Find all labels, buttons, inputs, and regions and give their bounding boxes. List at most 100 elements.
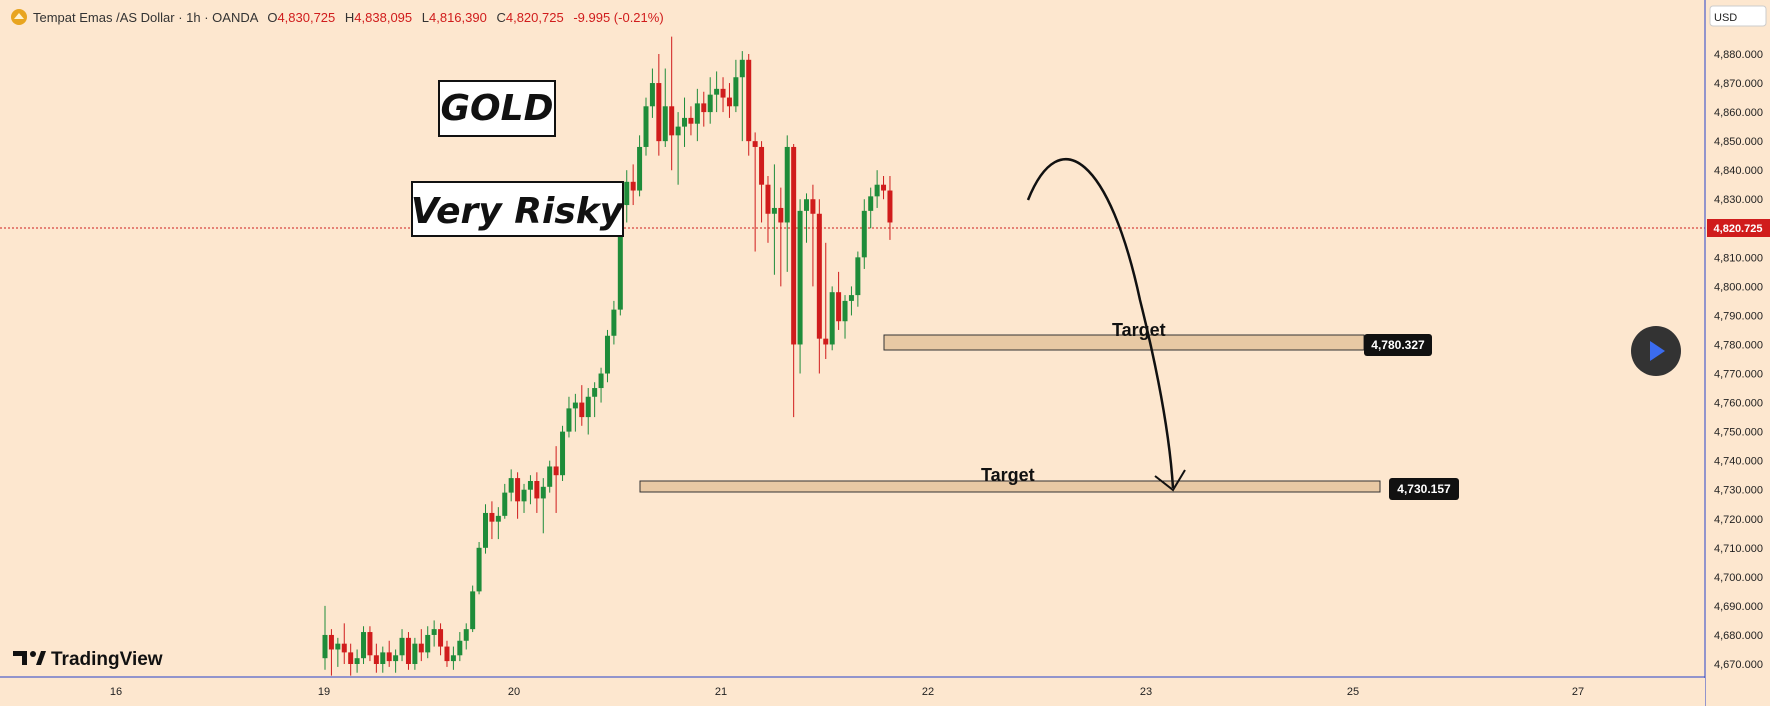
candle[interactable] bbox=[515, 472, 521, 519]
candle[interactable] bbox=[508, 469, 514, 502]
candle[interactable] bbox=[829, 286, 835, 351]
candle[interactable] bbox=[836, 271, 842, 330]
candle[interactable] bbox=[495, 507, 501, 540]
candle[interactable] bbox=[881, 176, 887, 200]
candle[interactable] bbox=[823, 242, 829, 359]
candle[interactable] bbox=[444, 640, 450, 667]
candle[interactable] bbox=[649, 68, 655, 118]
candle[interactable] bbox=[527, 475, 533, 505]
candle[interactable] bbox=[662, 68, 668, 147]
candle-body bbox=[386, 652, 392, 662]
candle[interactable] bbox=[405, 632, 411, 670]
candle[interactable] bbox=[348, 643, 354, 676]
candle[interactable] bbox=[611, 300, 617, 345]
candle[interactable] bbox=[759, 141, 765, 223]
candle[interactable] bbox=[771, 164, 777, 275]
candle[interactable] bbox=[842, 295, 848, 339]
candle[interactable] bbox=[816, 199, 822, 374]
candle[interactable] bbox=[637, 135, 643, 197]
candle[interactable] bbox=[476, 542, 482, 595]
candle[interactable] bbox=[457, 632, 463, 662]
candle[interactable] bbox=[746, 54, 752, 156]
candle[interactable] bbox=[630, 164, 636, 206]
candle[interactable] bbox=[688, 106, 694, 136]
candle[interactable] bbox=[354, 649, 360, 673]
candle[interactable] bbox=[643, 97, 649, 156]
candle-body bbox=[611, 309, 617, 336]
candle[interactable] bbox=[547, 460, 553, 493]
tradingview-logo[interactable]: TradingView bbox=[13, 649, 163, 670]
candle[interactable] bbox=[367, 626, 373, 662]
candle[interactable] bbox=[797, 199, 803, 374]
time-tick: 20 bbox=[508, 686, 520, 698]
candle[interactable] bbox=[739, 51, 745, 142]
candle[interactable] bbox=[682, 97, 688, 147]
candle[interactable] bbox=[328, 629, 334, 676]
projection-arrow[interactable] bbox=[1026, 158, 1175, 489]
candle[interactable] bbox=[393, 649, 399, 673]
candle[interactable] bbox=[521, 483, 527, 513]
candle[interactable] bbox=[450, 646, 456, 670]
candle[interactable] bbox=[861, 199, 867, 269]
candle[interactable] bbox=[624, 170, 630, 223]
price-axis[interactable] bbox=[1706, 0, 1770, 706]
candle[interactable] bbox=[784, 135, 790, 272]
gold-note-box[interactable] bbox=[438, 80, 556, 137]
candle[interactable] bbox=[669, 36, 675, 171]
candle[interactable] bbox=[675, 112, 681, 185]
candle[interactable] bbox=[425, 626, 431, 659]
candle[interactable] bbox=[386, 640, 392, 667]
candle[interactable] bbox=[361, 626, 367, 664]
candle[interactable] bbox=[373, 643, 379, 673]
candle[interactable] bbox=[418, 629, 424, 662]
candle[interactable] bbox=[765, 176, 771, 243]
candle[interactable] bbox=[579, 385, 585, 426]
candle[interactable] bbox=[560, 425, 566, 481]
target-zone-2[interactable] bbox=[639, 480, 1381, 493]
candle[interactable] bbox=[335, 637, 341, 667]
candle[interactable] bbox=[887, 176, 893, 240]
candle[interactable] bbox=[733, 59, 739, 113]
candle[interactable] bbox=[752, 132, 758, 252]
candle[interactable] bbox=[585, 388, 591, 435]
candle[interactable] bbox=[412, 637, 418, 670]
candle[interactable] bbox=[778, 187, 784, 287]
candle[interactable] bbox=[540, 478, 546, 534]
candle[interactable] bbox=[322, 605, 328, 670]
candle[interactable] bbox=[470, 585, 476, 633]
candle[interactable] bbox=[694, 88, 700, 142]
candle[interactable] bbox=[810, 184, 816, 287]
candle[interactable] bbox=[463, 623, 469, 650]
risk-note-box[interactable] bbox=[411, 181, 624, 237]
candle[interactable] bbox=[804, 193, 809, 243]
candle[interactable] bbox=[714, 71, 720, 113]
candle[interactable] bbox=[656, 54, 662, 156]
candle[interactable] bbox=[399, 629, 405, 662]
candle[interactable] bbox=[855, 251, 861, 307]
candle[interactable] bbox=[483, 504, 488, 554]
candle[interactable] bbox=[431, 620, 437, 647]
candle[interactable] bbox=[572, 393, 578, 432]
candle[interactable] bbox=[848, 286, 854, 316]
currency-selector[interactable] bbox=[1709, 5, 1767, 27]
candle[interactable] bbox=[534, 472, 540, 513]
candle[interactable] bbox=[598, 367, 604, 403]
time-axis[interactable] bbox=[0, 678, 1705, 706]
candle[interactable] bbox=[720, 77, 726, 113]
candle[interactable] bbox=[604, 329, 610, 383]
candle[interactable] bbox=[380, 646, 386, 673]
candle[interactable] bbox=[701, 91, 707, 127]
candle[interactable] bbox=[566, 396, 572, 438]
candle[interactable] bbox=[553, 446, 559, 513]
candle[interactable] bbox=[592, 382, 598, 418]
candle[interactable] bbox=[489, 501, 495, 540]
candle[interactable] bbox=[868, 187, 874, 229]
candle[interactable] bbox=[726, 83, 732, 118]
candle[interactable] bbox=[874, 170, 880, 208]
candle[interactable] bbox=[438, 623, 444, 656]
candle[interactable] bbox=[341, 623, 347, 664]
candle[interactable] bbox=[707, 77, 713, 124]
candle[interactable] bbox=[502, 483, 508, 519]
candle[interactable] bbox=[791, 144, 797, 418]
